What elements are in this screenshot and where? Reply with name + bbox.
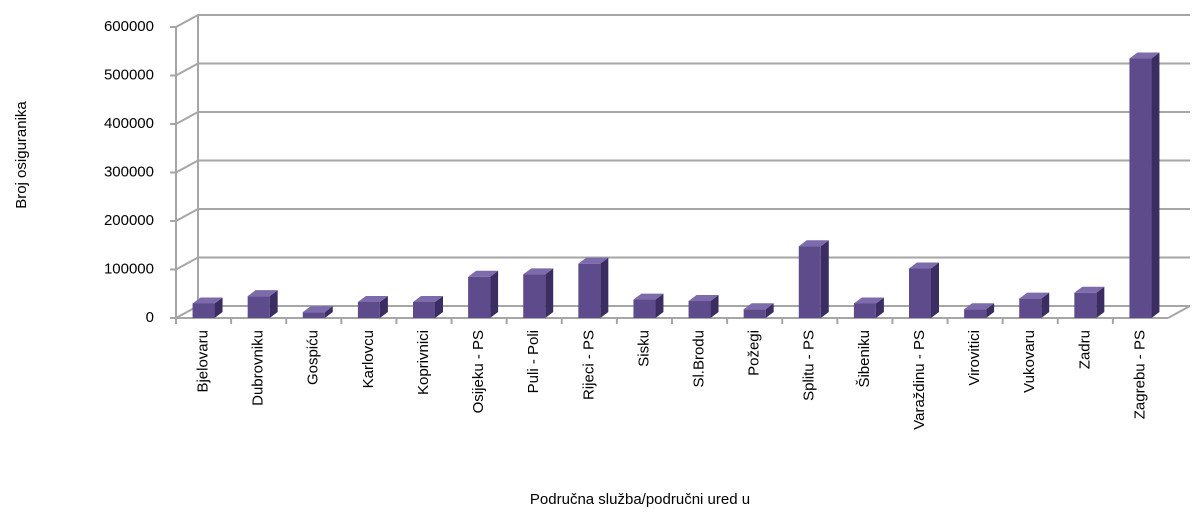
bar-side (214, 297, 223, 318)
bar (633, 299, 656, 318)
bar-side (1096, 286, 1105, 318)
grid-line (170, 14, 1190, 28)
x-tick-label: Zadru (1076, 330, 1093, 369)
bar-side (269, 290, 278, 318)
bar-side (1151, 52, 1160, 319)
bar-side (545, 268, 554, 318)
y-tick-label: 600000 (104, 18, 154, 35)
bar-top (578, 257, 609, 264)
bar (1074, 292, 1097, 318)
x-tick-label: Sisku (635, 330, 652, 367)
x-tick-label: Zagrebu - PS (1131, 330, 1148, 419)
bar (523, 274, 546, 318)
bar (853, 303, 876, 318)
bar-top (633, 293, 664, 300)
x-tick-label: Karlovcu (360, 330, 377, 388)
bar-top (468, 270, 499, 277)
bar (798, 246, 821, 318)
bar-top (743, 303, 774, 310)
x-tick-label: Varaždinu - PS (911, 330, 928, 430)
x-tick-label: Virovitici (966, 330, 983, 386)
bar-top (192, 297, 223, 304)
bar-top (909, 262, 939, 269)
bar-side (710, 295, 719, 318)
bar (192, 303, 215, 318)
bar (247, 296, 270, 318)
y-tick-label: 300000 (104, 163, 154, 180)
bar-side (820, 240, 829, 318)
bar-side (931, 262, 939, 318)
bar-top (1019, 292, 1050, 299)
bar (1019, 298, 1042, 318)
y-tick-label: 0 (146, 309, 154, 326)
x-tick-label: Vukovaru (1021, 330, 1038, 393)
bar-top (964, 303, 995, 310)
bar (909, 268, 931, 318)
grid-line (170, 62, 1190, 77)
x-tick-label: Koprivnici (415, 330, 432, 395)
grid-line (170, 256, 1190, 271)
grid-line (170, 208, 1190, 222)
bar (413, 301, 435, 318)
bar (688, 301, 711, 318)
grid-line (170, 111, 1190, 125)
x-tick-label: Dubrovniku (250, 330, 267, 406)
bar-side (435, 295, 443, 318)
y-tick-label: 100000 (104, 260, 154, 277)
bar-top (247, 290, 278, 297)
bar-side (379, 295, 388, 318)
bar-side (1041, 292, 1050, 318)
bar-top (1074, 286, 1105, 293)
bar-top (853, 297, 884, 304)
x-tick-label: Sl.Brodu (691, 330, 708, 388)
bar-top (1129, 52, 1160, 59)
bar-side (490, 270, 499, 318)
x-tick-label: Požegi (746, 330, 763, 376)
x-tick-label: Bjelovaru (195, 330, 212, 393)
bar (468, 276, 491, 318)
bar (357, 301, 380, 318)
bar-top (523, 268, 554, 275)
bar (302, 312, 325, 318)
bar-side (655, 293, 664, 318)
bar-side (324, 306, 333, 318)
y-tick-label: 400000 (104, 115, 154, 132)
bar (1129, 58, 1152, 319)
bar (743, 309, 766, 318)
x-tick-label: Rijeci - PS (580, 330, 597, 400)
bar-top (302, 306, 333, 313)
grid-line (170, 159, 1190, 174)
x-tick-label: Puli - Poli (525, 330, 542, 393)
bar-top (688, 295, 719, 302)
bar-top (798, 240, 829, 247)
floor-right (1167, 305, 1191, 319)
y-axis-title: Broj osiguranika (13, 101, 30, 209)
bar (964, 309, 987, 318)
y-tick-label: 500000 (104, 66, 154, 83)
bar-top (413, 295, 443, 302)
bar-top (357, 295, 388, 302)
x-axis-title: Područna služba/područni ured u (530, 491, 750, 508)
bar-side (600, 257, 609, 318)
x-tick-label: Šibeniku (856, 330, 873, 388)
bar-side (875, 297, 884, 318)
x-tick-label: Gospiću (305, 330, 322, 385)
bar (578, 263, 601, 318)
bar-side (765, 303, 774, 318)
x-tick-label: Splitu - PS (801, 330, 818, 401)
bar-side (986, 303, 995, 318)
x-tick-label: Osijeku - PS (470, 330, 487, 413)
y-tick-label: 200000 (104, 212, 154, 229)
